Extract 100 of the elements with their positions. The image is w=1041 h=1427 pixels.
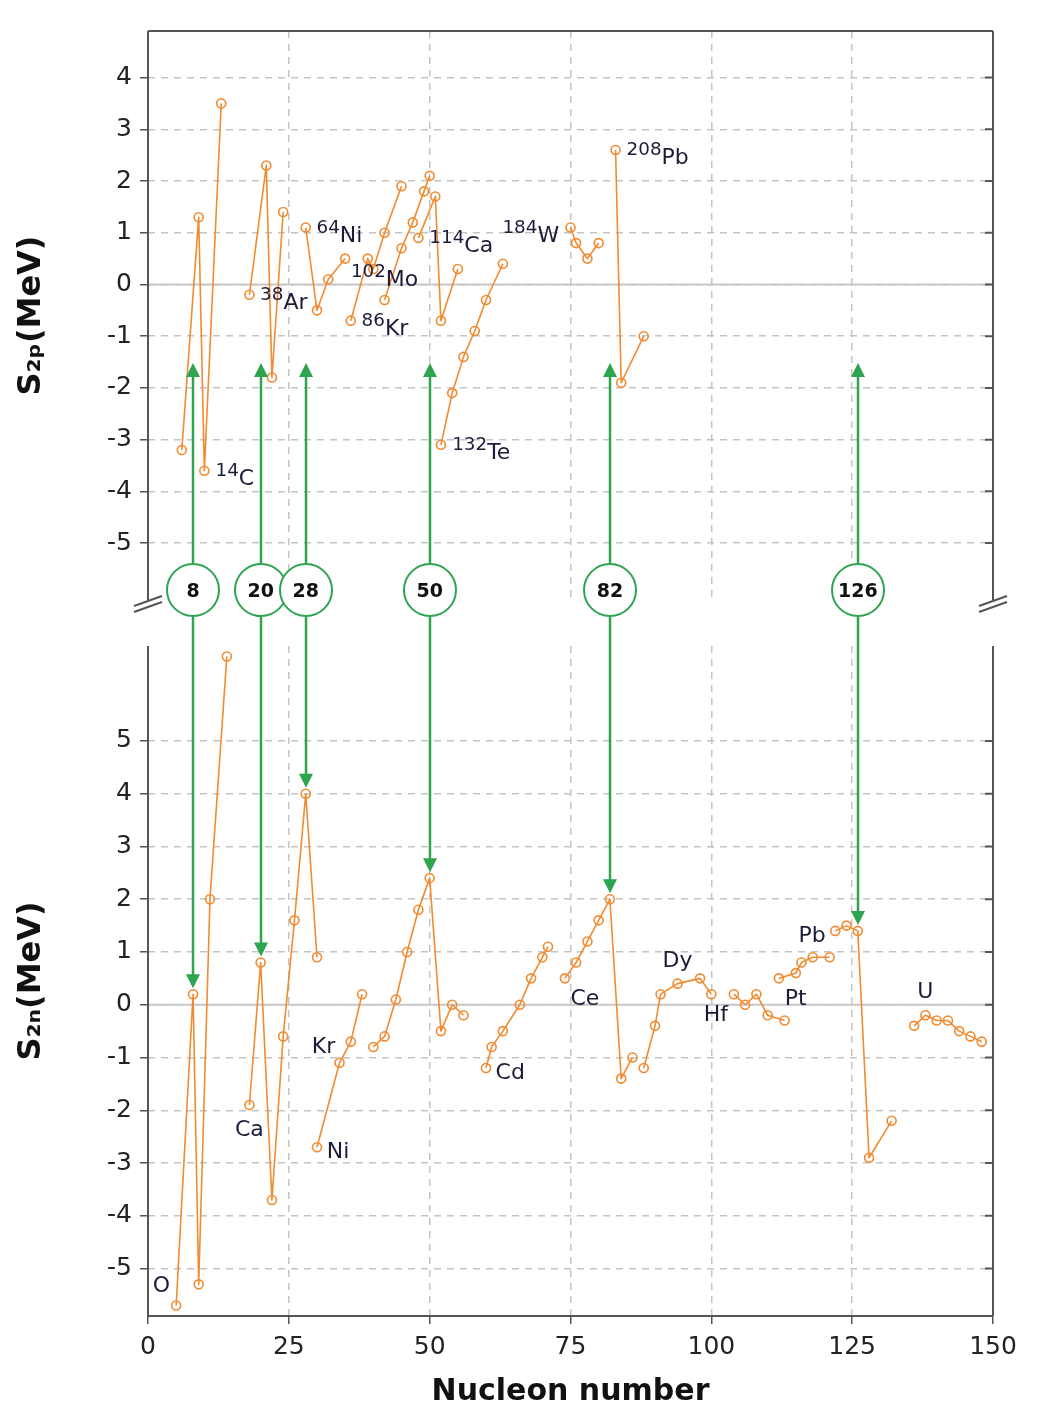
point — [187, 988, 199, 1000]
y-tick-label: -2 — [107, 371, 132, 401]
point — [525, 973, 537, 984]
point — [407, 217, 419, 228]
point — [965, 1031, 976, 1042]
x-axis-title: Nucleon number — [431, 1371, 710, 1407]
point — [497, 1025, 509, 1037]
x-tick-label: 75 — [554, 1330, 587, 1360]
y-tick-label: -1 — [107, 319, 132, 349]
point — [435, 315, 447, 326]
point — [311, 1141, 323, 1153]
point — [311, 951, 323, 963]
point — [390, 994, 402, 1005]
point — [829, 925, 841, 937]
point — [480, 294, 492, 306]
point — [277, 206, 289, 218]
point — [672, 978, 683, 989]
point — [277, 1031, 289, 1042]
point — [345, 315, 357, 326]
point — [841, 920, 852, 931]
y-tick-label: 2 — [116, 164, 132, 194]
annotation: $^{184}$W — [502, 215, 560, 247]
point — [244, 1099, 255, 1111]
x-tick-label: 150 — [969, 1330, 1017, 1360]
point — [418, 186, 430, 197]
y-tick-label: -2 — [107, 1093, 132, 1123]
point — [446, 999, 458, 1011]
point — [953, 1025, 965, 1037]
point — [311, 305, 323, 316]
point — [863, 1152, 875, 1164]
point — [807, 951, 819, 963]
point — [514, 999, 526, 1011]
annotation: Pb — [798, 921, 826, 947]
point — [542, 941, 554, 953]
point — [762, 1009, 773, 1021]
y-tick-label: 2 — [116, 882, 132, 912]
point — [452, 263, 464, 275]
y-tick-label: 4 — [116, 61, 132, 91]
point — [413, 232, 424, 244]
annotation: 50 — [416, 579, 443, 601]
annotation: U — [917, 978, 934, 1004]
ring-badge: 82 — [582, 563, 637, 617]
point — [204, 893, 216, 905]
y-tick-label: -3 — [107, 423, 132, 453]
point — [593, 237, 604, 249]
annotation: O — [152, 1272, 171, 1298]
point — [215, 98, 227, 109]
point — [261, 160, 272, 171]
point — [199, 465, 210, 476]
y-tick-label: 3 — [116, 112, 132, 142]
point — [435, 439, 447, 451]
point — [706, 988, 717, 1000]
point — [458, 351, 469, 363]
point — [255, 957, 266, 968]
point — [751, 988, 762, 1000]
point — [886, 1115, 897, 1127]
point — [424, 170, 435, 182]
point — [435, 1025, 447, 1037]
point — [486, 1041, 497, 1053]
annotation: 28 — [292, 579, 319, 601]
annotation: 20 — [247, 579, 274, 601]
y-tick-label: -4 — [107, 474, 132, 504]
point — [300, 788, 312, 800]
y-axis-title: S₂ₚ(MeV) — [9, 235, 48, 396]
point — [570, 957, 582, 968]
point — [266, 1194, 278, 1206]
x-tick-label: 100 — [687, 1330, 736, 1360]
point — [627, 1052, 638, 1063]
y-tick-label: 4 — [116, 777, 132, 807]
point — [413, 904, 424, 916]
ring-badge: 50 — [402, 563, 457, 617]
point — [266, 372, 278, 383]
y-tick-label: 1 — [116, 216, 132, 246]
point — [796, 957, 807, 968]
point — [458, 1009, 469, 1021]
y-tick-label: -5 — [107, 1252, 132, 1282]
point — [739, 999, 751, 1011]
annotation: $^{132}$Te — [452, 433, 511, 464]
x-tick-label: 25 — [272, 1330, 305, 1360]
x-tick-label: 125 — [828, 1330, 877, 1360]
point — [322, 273, 334, 285]
annotation: $^{208}$Pb — [626, 138, 689, 169]
x-tick-label: 0 — [140, 1330, 156, 1360]
point — [649, 1020, 661, 1032]
annotation: 82 — [596, 579, 624, 601]
point — [779, 1015, 790, 1026]
point — [469, 325, 481, 337]
annotation: Ca — [234, 1115, 264, 1141]
point — [638, 330, 650, 342]
annotation: $^{64}$Ni — [316, 215, 363, 247]
annotation: Pt — [784, 985, 807, 1011]
point — [638, 1062, 650, 1074]
point — [694, 973, 706, 984]
point — [582, 253, 593, 264]
point — [300, 222, 312, 233]
point — [244, 289, 255, 301]
point — [615, 377, 627, 389]
y-tick-label: -3 — [107, 1146, 132, 1176]
annotation: 8 — [186, 579, 200, 601]
y-tick-label: -4 — [107, 1199, 132, 1229]
